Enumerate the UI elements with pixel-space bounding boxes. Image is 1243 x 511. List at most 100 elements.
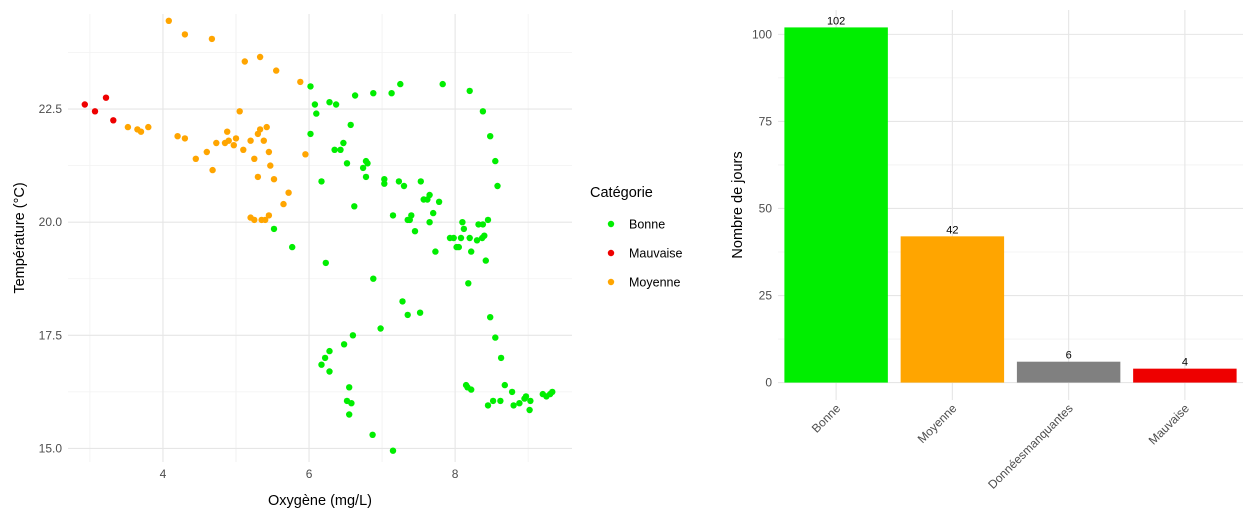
bar-value-label: 4 <box>1182 357 1188 369</box>
bar-category-label: Moyenne <box>915 401 960 446</box>
scatter-point-moyenne <box>280 200 287 208</box>
scatter-point-bonne <box>331 146 338 153</box>
scatter-point-moyenne <box>230 142 237 149</box>
scatter-point-bonne <box>351 92 359 99</box>
scatter-x-axis-title: Oxygène (mg/L) <box>268 493 372 509</box>
scatter-y-tick-label: 22.5 <box>39 102 63 116</box>
scatter-point-bonne <box>399 298 406 305</box>
scatter-point-bonne <box>370 90 377 97</box>
bar-y-tick-label: 0 <box>765 376 772 390</box>
scatter-point-mauvaise <box>102 94 110 101</box>
scatter-point-bonne <box>484 402 492 409</box>
scatter-point-bonne <box>359 164 367 172</box>
legend-label-bonne: Bonne <box>629 218 665 232</box>
bar-y-tick-label: 100 <box>752 27 772 41</box>
scatter-point-bonne <box>516 400 523 407</box>
scatter-point-moyenne <box>263 123 270 131</box>
scatter-point-moyenne <box>260 137 267 144</box>
scatter-point-bonne <box>411 228 419 235</box>
scatter-point-moyenne <box>232 135 240 142</box>
scatter-point-bonne <box>377 325 384 332</box>
scatter-point-bonne <box>307 130 314 138</box>
scatter-point-bonne <box>492 157 499 165</box>
scatter-point-moyenne <box>297 78 304 86</box>
scatter-point-bonne <box>389 212 397 219</box>
bar-y-tick-label: 75 <box>759 114 773 128</box>
scatter-point-moyenne <box>302 151 309 158</box>
bar-bonne <box>784 27 888 383</box>
scatter-point-bonne <box>435 198 443 205</box>
scatter-point-bonne <box>408 212 415 219</box>
scatter-point-bonne <box>322 259 329 267</box>
scatter-point-bonne <box>484 216 492 224</box>
scatter-point-bonne <box>492 334 499 341</box>
scatter-point-bonne <box>489 397 497 405</box>
scatter-point-bonne <box>494 182 501 190</box>
scatter-point-bonne <box>466 87 473 95</box>
scatter-point-bonne <box>455 243 462 251</box>
scatter-point-bonne <box>337 146 344 153</box>
scatter-point-moyenne <box>265 212 273 219</box>
scatter-point-bonne <box>389 447 397 454</box>
scatter-y-tick-label: 20.0 <box>39 215 63 229</box>
scatter-point-bonne <box>475 221 482 228</box>
scatter-point-bonne <box>526 406 533 414</box>
scatter-point-moyenne <box>285 189 292 196</box>
scatter-point-bonne <box>289 243 296 251</box>
scatter-point-bonne <box>426 219 433 226</box>
scatter-point-bonne <box>432 248 439 255</box>
scatter-point-moyenne <box>240 146 247 153</box>
scatter-point-bonne <box>397 80 404 88</box>
scatter-point-mauvaise <box>81 101 89 108</box>
scatter-point-bonne <box>501 381 508 389</box>
scatter-point-bonne <box>307 83 314 90</box>
scatter-point-moyenne <box>213 139 220 147</box>
scatter-point-moyenne <box>267 162 274 169</box>
scatter-point-moyenne <box>265 148 273 156</box>
scatter-point-bonne <box>348 400 355 407</box>
scatter-point-bonne <box>343 160 351 167</box>
scatter-point-moyenne <box>256 126 264 133</box>
scatter-point-moyenne <box>241 58 248 65</box>
bar-moyenne <box>900 236 1005 383</box>
scatter-y-tick-label: 15.0 <box>39 441 63 455</box>
scatter-point-bonne <box>318 178 325 185</box>
scatter-point-moyenne <box>181 31 189 38</box>
scatter-point-moyenne <box>256 53 264 61</box>
scatter-point-bonne <box>400 182 408 190</box>
scatter-point-bonne <box>466 234 473 242</box>
scatter-point-bonne <box>459 219 466 226</box>
scatter-point-bonne <box>465 280 472 287</box>
scatter-point-bonne <box>395 178 403 185</box>
scatter-point-moyenne <box>209 166 216 174</box>
scatter-point-moyenne <box>251 216 258 224</box>
scatter-point-bonne <box>349 332 357 339</box>
bar-value-label: 6 <box>1066 350 1072 362</box>
scatter-point-bonne <box>527 397 534 405</box>
scatter-point-bonne <box>318 361 325 368</box>
scatter-y-tick-label: 17.5 <box>39 328 63 342</box>
scatter-point-moyenne <box>124 123 132 131</box>
bar-y-tick-label: 25 <box>759 289 773 303</box>
scatter-y-axis-title: Température (°C) <box>12 182 28 293</box>
scatter-point-bonne <box>416 309 424 316</box>
scatter-point-bonne <box>479 108 487 115</box>
scatter-point-mauvaise <box>110 117 117 124</box>
scatter-x-tick-label: 4 <box>160 467 167 481</box>
legend-title: Catégorie <box>590 185 653 201</box>
scatter-point-bonne <box>364 160 371 167</box>
legend-label-mauvaise: Mauvaise <box>629 247 683 261</box>
legend-key-mauvaise <box>607 249 615 257</box>
scatter-point-moyenne <box>165 17 172 24</box>
scatter-point-bonne <box>460 225 468 233</box>
bar-category-label: Bonne <box>809 401 844 436</box>
scatter-point-bonne <box>313 110 320 117</box>
scatter-point-bonne <box>426 191 433 199</box>
scatter-point-bonne <box>381 180 388 187</box>
scatter-point-moyenne <box>203 148 210 156</box>
scatter-point-bonne <box>479 221 487 228</box>
bar-y-tick-label: 50 <box>759 201 773 215</box>
scatter-point-bonne <box>510 402 517 409</box>
